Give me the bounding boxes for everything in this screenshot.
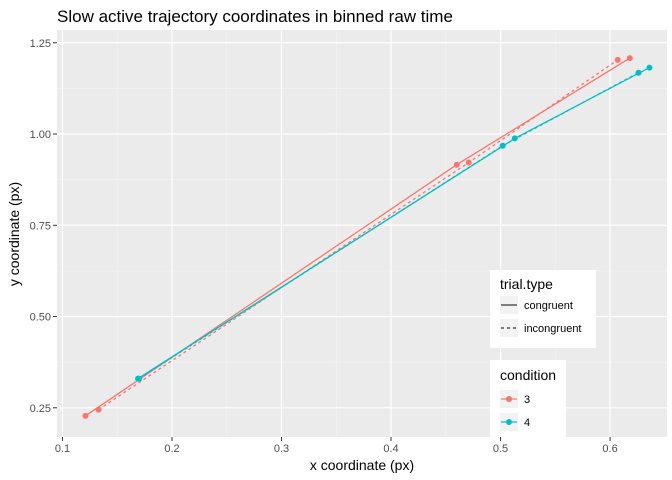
x-tick-label: 0.6 — [602, 443, 617, 455]
y-tick-label: 1.00 — [30, 129, 51, 141]
x-tick-label: 0.3 — [274, 443, 289, 455]
data-point-condition-4 — [646, 64, 653, 71]
x-tick-label: 0.2 — [164, 443, 179, 455]
legend-condition-3-point-key — [506, 396, 512, 402]
y-tick-label: 0.50 — [30, 312, 51, 324]
y-tick-label: 0.75 — [30, 220, 51, 232]
data-point-condition-3 — [614, 56, 621, 63]
x-axis-title: x coordinate (px) — [310, 457, 414, 473]
legend-trial-type-title: trial.type — [500, 276, 553, 292]
x-tick-label: 0.1 — [55, 443, 70, 455]
legend-condition-title: condition — [500, 367, 556, 383]
y-tick-label: 1.25 — [30, 38, 51, 50]
legend-label-incongruent: incongruent — [524, 323, 582, 335]
legend-condition: condition 3 4 — [490, 360, 566, 437]
legend-condition-4-point-key — [506, 419, 512, 425]
legend-label-condition-3: 3 — [524, 394, 530, 406]
data-points — [82, 55, 653, 419]
data-point-condition-3 — [465, 159, 472, 166]
data-point-condition-4 — [635, 69, 642, 76]
data-point-condition-4 — [499, 142, 506, 149]
data-point-condition-3 — [82, 412, 89, 419]
y-tick-label: 0.25 — [30, 403, 51, 415]
chart-title: Slow active trajectory coordinates in bi… — [57, 7, 453, 26]
x-tick-label: 0.5 — [493, 443, 508, 455]
x-tick-label: 0.4 — [383, 443, 398, 455]
y-axis-ticks: 0.25 0.50 0.75 1.00 1.25 — [30, 38, 57, 415]
legend-label-condition-4: 4 — [524, 417, 530, 429]
data-point-condition-4 — [136, 375, 143, 382]
data-point-condition-3 — [453, 161, 460, 168]
grid-lines — [57, 30, 667, 437]
legend-label-congruent: congruent — [524, 300, 573, 312]
y-axis-title: y coordinate (px) — [6, 182, 22, 286]
legend-trial-type: trial.type congruent incongruent — [490, 270, 596, 348]
data-point-condition-4 — [511, 135, 518, 142]
series-line-condition-4-incongruent — [138, 72, 639, 380]
x-axis-ticks: 0.1 0.2 0.3 0.4 0.5 0.6 — [55, 437, 618, 455]
data-point-condition-3 — [95, 406, 102, 413]
data-point-condition-3 — [626, 55, 633, 62]
